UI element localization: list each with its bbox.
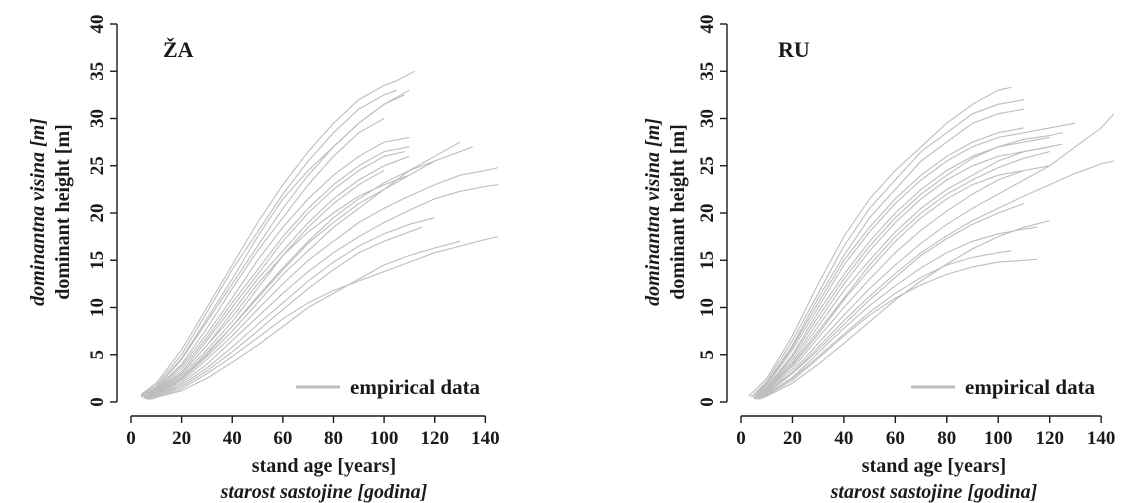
series-line-5 — [753, 146, 1050, 399]
series-line-4 — [140, 136, 410, 398]
series-line-9 — [145, 146, 473, 399]
x-tick-label: 80 — [937, 428, 956, 449]
series-line-8 — [143, 170, 385, 398]
series-line-12 — [146, 184, 499, 400]
x-tick-label: 40 — [834, 428, 853, 449]
series-line-13 — [756, 250, 1012, 400]
y-tick-label: 20 — [697, 204, 718, 223]
x-tick-label: 140 — [471, 428, 500, 449]
series-line-2 — [143, 94, 405, 397]
series-line-16 — [756, 202, 1025, 400]
series-line-7 — [756, 169, 1025, 399]
x-tick-label: 0 — [126, 428, 136, 449]
series-line-10 — [143, 141, 461, 399]
series-line-17 — [753, 132, 1063, 399]
series-line-12 — [758, 258, 1037, 400]
x-tick-label: 40 — [223, 428, 242, 449]
x-axis-label-secondary: starost sastojine [godina] — [220, 481, 428, 503]
legend-label: empirical data — [350, 375, 481, 399]
x-axis-label: stand age [years] — [252, 455, 396, 477]
series-line-10 — [756, 160, 1115, 400]
x-tick-label: 20 — [172, 428, 191, 449]
x-tick-label: 0 — [736, 428, 746, 449]
series-line-19 — [148, 240, 461, 400]
y-tick-label: 10 — [87, 298, 108, 317]
y-tick-label: 35 — [87, 62, 108, 81]
series-line-17 — [140, 89, 410, 397]
series-line-11 — [758, 226, 1037, 400]
x-axis-label: stand age [years] — [862, 455, 1006, 477]
x-tick-label: 80 — [324, 428, 343, 449]
y-tick-label: 15 — [87, 251, 108, 270]
series-line-5 — [143, 146, 410, 398]
y-tick-label: 35 — [697, 62, 718, 81]
series-line-3 — [143, 118, 385, 397]
series-line-15 — [753, 151, 1050, 399]
series-line-6 — [753, 143, 1063, 399]
series-line-3 — [753, 122, 1076, 398]
y-tick-label: 30 — [87, 109, 108, 128]
x-tick-label: 120 — [1035, 428, 1064, 449]
x-tick-label: 100 — [370, 428, 399, 449]
series-line-18 — [758, 220, 1050, 400]
x-tick-label: 20 — [783, 428, 802, 449]
y-tick-label: 30 — [697, 109, 718, 128]
legend-label: empirical data — [965, 375, 1096, 399]
y-tick-label: 0 — [87, 397, 108, 407]
series-line-15 — [151, 236, 499, 400]
series-line-16 — [143, 160, 435, 399]
y-tick-label: 25 — [87, 156, 108, 175]
y-tick-label: 5 — [697, 350, 718, 360]
y-tick-label: 20 — [87, 204, 108, 223]
y-tick-label: 10 — [697, 298, 718, 317]
y-axis-label-secondary: dominantna visina [m] — [27, 118, 49, 306]
panel-title: RU — [778, 37, 810, 62]
series-line-0 — [140, 70, 415, 395]
series-line-2 — [750, 108, 1025, 398]
y-axis-label-secondary: dominantna visina [m] — [642, 118, 664, 306]
x-tick-label: 100 — [984, 428, 1013, 449]
axes: 0 20 40 60 80 100 120 140 0 5 10 15 20 25 30 35 40 — [87, 15, 500, 450]
chart-panel-ru: 0 20 40 60 80 100 120 140 0 5 10 15 20 25 30 35 40 RU em… — [642, 15, 1115, 503]
series-line-1 — [140, 89, 397, 396]
series-line-18 — [143, 174, 410, 398]
series-line-9 — [756, 113, 1115, 400]
x-tick-label: 60 — [273, 428, 292, 449]
panel-title: ŽA — [163, 37, 194, 62]
series-line-6 — [143, 151, 405, 398]
y-axis-label: dominant height [m] — [52, 124, 74, 300]
y-tick-label: 25 — [697, 156, 718, 175]
series-lines — [748, 86, 1115, 400]
series-line-14 — [146, 226, 423, 400]
x-tick-label: 120 — [420, 428, 449, 449]
y-tick-label: 40 — [697, 15, 718, 34]
chart-panel-za: 0 20 40 60 80 100 120 140 0 5 10 15 20 25 30 35 40 ŽA em… — [27, 15, 500, 503]
series-line-8 — [753, 165, 1050, 400]
series-lines — [140, 70, 499, 400]
series-line-0 — [748, 86, 1012, 397]
y-tick-label: 15 — [697, 251, 718, 270]
x-axis-label-secondary: starost sastojine [godina] — [830, 481, 1038, 503]
y-tick-label: 5 — [87, 350, 108, 360]
y-axis-label: dominant height [m] — [667, 124, 689, 300]
x-tick-label: 140 — [1087, 428, 1116, 449]
axes: 0 20 40 60 80 100 120 140 0 5 10 15 20 25 30 35 40 — [697, 15, 1115, 450]
y-tick-label: 0 — [697, 397, 718, 407]
series-line-14 — [750, 127, 1025, 398]
series-line-1 — [750, 99, 1025, 398]
y-tick-label: 40 — [87, 15, 108, 34]
series-line-11 — [146, 167, 499, 399]
series-line-13 — [148, 217, 435, 400]
x-tick-label: 60 — [886, 428, 905, 449]
